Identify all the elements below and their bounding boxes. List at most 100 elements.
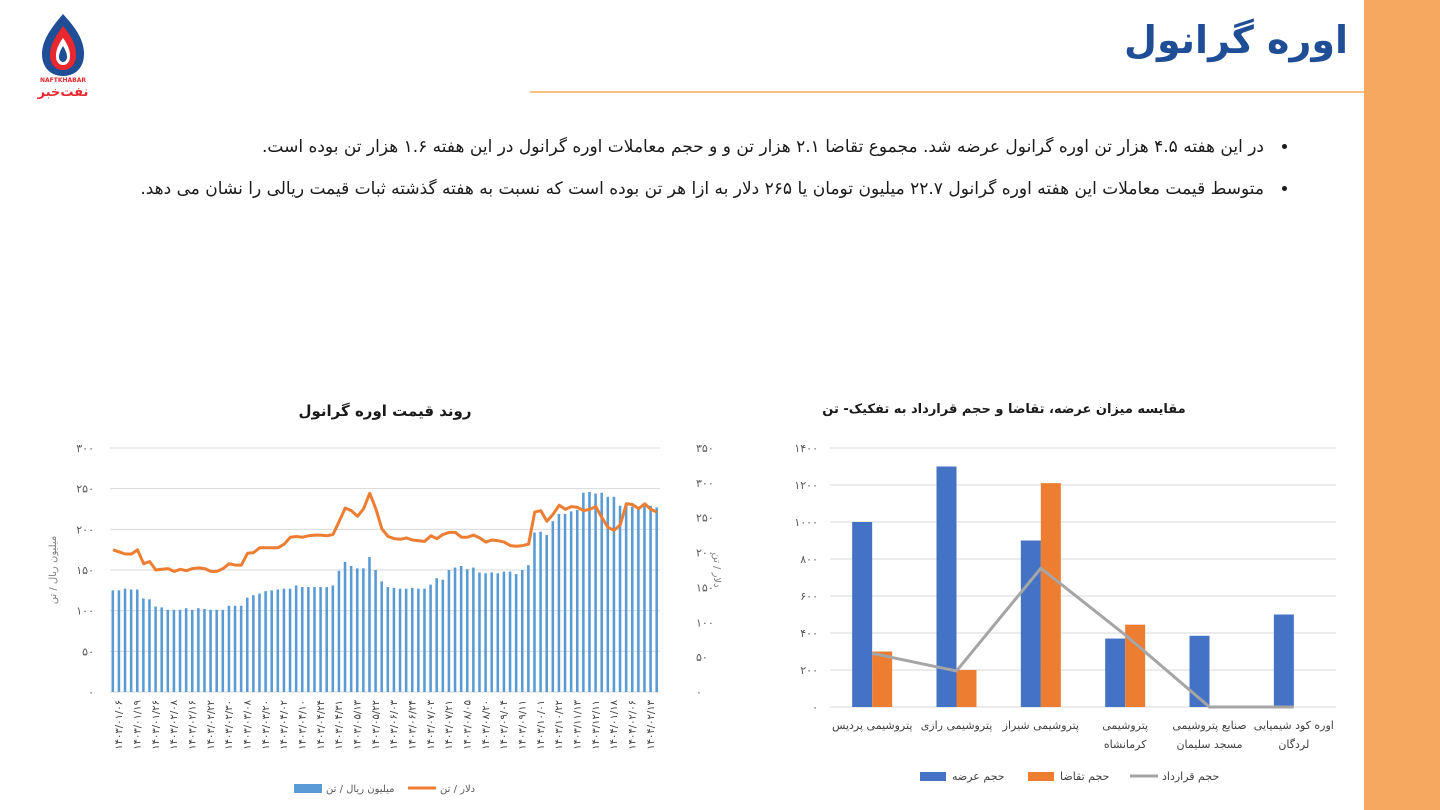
x-date-label: ۱۴۰۳/۰۵/۲۲ <box>371 700 382 750</box>
price-bar-rial <box>575 509 579 692</box>
x-date-label: ۱۴۰۳/۰۴/۰۲ <box>279 700 290 750</box>
page-title: اوره گرانول <box>1123 18 1348 62</box>
price-bar-rial <box>453 567 457 692</box>
y-right-tick-label: ۱۵۰ <box>696 581 714 594</box>
y-left-tick-label: ۲۰۰ <box>76 523 94 536</box>
price-bar-rial <box>362 568 365 692</box>
y-right-tick-label: ۵۰ <box>696 651 708 664</box>
price-bar-rial <box>490 572 493 692</box>
x-date-label: ۱۴۰۳/۰۱/۱۹ <box>133 700 144 750</box>
y-right-axis-title: دلار / تن <box>711 552 722 587</box>
y-left-tick-label: ۱۵۰ <box>76 564 94 577</box>
bar-supply <box>1105 638 1126 707</box>
x-date-label: ۱۴۰۳/۰۱/۲۶ <box>151 700 162 750</box>
bar-demand <box>1125 624 1146 707</box>
x-category-label: پتروشیمی رازی <box>921 719 993 732</box>
y-left-tick-label: ۳۰۰ <box>76 442 94 455</box>
x-date-label: ۱۴۰۳/۰۸/۰۵ <box>463 700 474 750</box>
price-bar-rial <box>649 505 652 692</box>
price-bar-rial <box>508 571 512 692</box>
price-bar-rial <box>307 587 310 692</box>
y-tick-label: ۱۲۰۰ <box>794 479 818 492</box>
bar-supply <box>1273 614 1294 707</box>
price-bar-rial <box>300 587 304 692</box>
price-bar-rial <box>655 507 658 692</box>
x-date-label: ۱۴۰۴/۰۱/۱۸ <box>609 699 620 749</box>
x-date-label: ۱۴۰۴/۰۲/۰۶ <box>628 700 639 750</box>
legend-label: حجم عرضه <box>952 770 1005 783</box>
price-bar-rial <box>380 581 383 692</box>
bar-supply <box>1189 635 1210 707</box>
bar-demand <box>1040 483 1061 707</box>
price-bar-rial <box>569 511 573 692</box>
x-date-label: ۱۴۰۳/۱۰/۲۲ <box>554 700 565 750</box>
legend-label: دلار / تن <box>440 784 475 795</box>
price-bar-rial <box>245 597 249 692</box>
price-bar-rial <box>282 588 286 692</box>
price-bar-rial <box>527 565 530 692</box>
x-category-label: پتروشیمی پردیس <box>832 719 912 732</box>
price-bar-rial <box>258 593 261 692</box>
price-bar-rial <box>129 589 133 692</box>
price-bar-rial <box>368 556 371 692</box>
legend-label: حجم قرارداد <box>1162 770 1219 783</box>
y-right-tick-label: ۰ <box>696 686 702 699</box>
price-bar-rial <box>502 571 506 692</box>
x-category-label: کرمانشاه <box>1104 738 1147 751</box>
price-bar-rial <box>276 589 280 692</box>
price-bar-rial <box>533 532 536 692</box>
price-bar-rial <box>520 570 524 692</box>
price-bar-rial <box>417 588 420 692</box>
price-bar-rial <box>111 590 115 692</box>
x-date-label: ۱۴۰۳/۰۲/۲۲ <box>206 700 217 750</box>
y-tick-label: ۱۰۰۰ <box>794 516 818 529</box>
price-bar-rial <box>313 587 316 692</box>
y-right-tick-label: ۲۰۰ <box>696 547 714 560</box>
x-category-label: اوره کود شیمیایی <box>1254 719 1334 732</box>
legend-label: میلیون ریال / تن <box>326 784 394 795</box>
bullet-price: متوسط قیمت معاملات این هفته اوره گرانول … <box>132 168 1270 210</box>
price-bar-rial <box>294 585 298 692</box>
y-right-tick-label: ۱۰۰ <box>696 616 714 629</box>
x-category-label: صنایع پتروشیمی <box>1172 719 1246 732</box>
price-bar-rial <box>386 587 390 692</box>
x-date-label: ۱۴۰۳/۱۲/۱۱ <box>591 700 602 750</box>
price-bar-rial <box>135 589 139 692</box>
svg-text:NAFTKHABAR: NAFTKHABAR <box>40 77 86 84</box>
x-date-label: ۱۴۰۳/۰۶/۲۴ <box>408 700 419 750</box>
x-date-label: ۱۴۰۳/۰۷/۰۳ <box>426 699 437 749</box>
x-date-label: ۱۴۰۳/۰۲/۳۰ <box>224 700 235 750</box>
price-bar-rial <box>472 567 475 692</box>
price-bar-rial <box>435 578 438 692</box>
price-bar-rial <box>264 591 267 692</box>
price-bar-rial <box>588 491 591 692</box>
price-line-dollar <box>112 491 658 573</box>
x-date-label: ۱۴۰۳/۰۴/۱۰ <box>298 700 309 750</box>
price-bar-rial <box>117 590 121 692</box>
price-bar-rial <box>557 513 561 692</box>
price-bar-rial <box>618 505 622 692</box>
price-bar-rial <box>398 588 402 692</box>
price-bar-rial <box>203 609 206 692</box>
price-bar-rial <box>160 607 163 692</box>
y-tick-label: ۱۴۰۰ <box>794 442 818 455</box>
summary-bullets: در این هفته ۴.۵ هزار تن اوره گرانول عرضه… <box>132 126 1292 210</box>
x-date-label: ۱۴۰۳/۰۹/۱۱ <box>518 700 529 750</box>
price-bar-rial <box>484 573 487 692</box>
price-bar-rial <box>331 585 335 692</box>
x-category-label: مسجد سلیمان <box>1176 738 1242 751</box>
x-category-label: پتروشیمی <box>1102 719 1148 732</box>
legend-swatch <box>1028 772 1054 781</box>
y-tick-label: ۰ <box>812 701 818 714</box>
x-date-label: ۱۴۰۳/۰۹/۰۴ <box>499 700 510 750</box>
line-contract <box>871 566 1294 709</box>
bar-supply <box>852 522 873 707</box>
price-bar-rial <box>227 605 231 692</box>
bar-supply <box>936 466 957 707</box>
price-bar-rial <box>355 568 359 692</box>
price-bar-rial <box>545 535 548 692</box>
price-bar-rial <box>600 492 603 692</box>
x-category-label: پتروشیمی شیراز <box>1002 719 1079 732</box>
y-left-tick-label: ۵۰ <box>82 645 94 658</box>
bullet-supply: در این هفته ۴.۵ هزار تن اوره گرانول عرضه… <box>132 126 1270 168</box>
